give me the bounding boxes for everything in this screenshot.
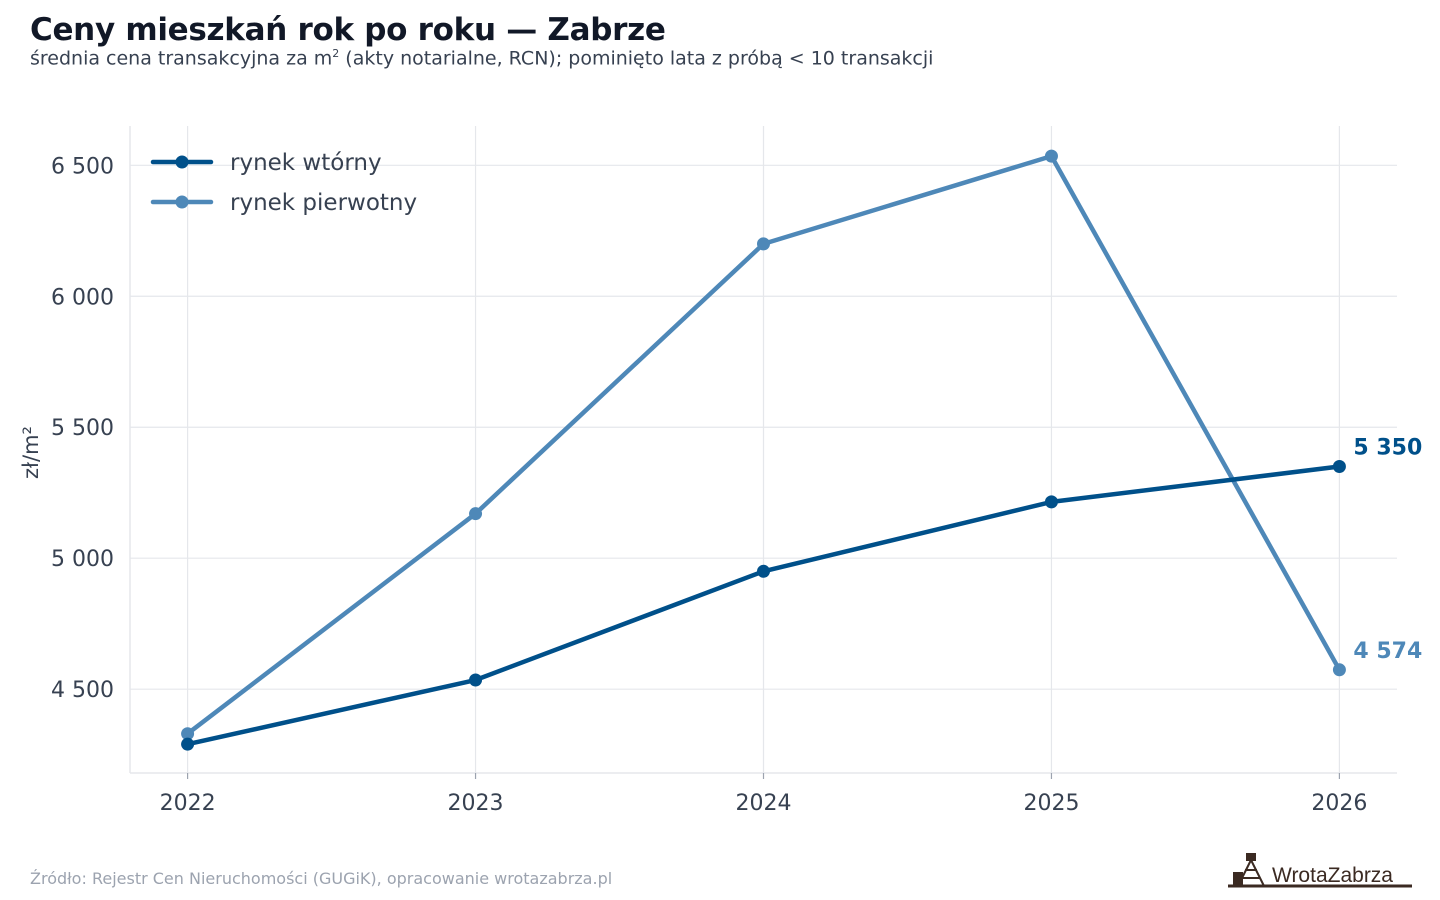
data-point <box>181 727 195 741</box>
data-point <box>1044 495 1058 509</box>
brand-logo: WrotaZabrza <box>1228 853 1412 888</box>
series-primary-market: 4 574 <box>181 149 1422 741</box>
data-point <box>469 507 483 521</box>
chart-legend: rynek wtórny rynek pierwotny <box>150 150 417 216</box>
subtitle-text-start: średnia cena transakcyjna za m <box>30 47 333 70</box>
data-point <box>1332 460 1346 474</box>
chart-axes: 4 500 5 000 5 500 6 000 6 500 2022 2023 2024 202… <box>19 126 1397 816</box>
data-point <box>757 564 770 578</box>
legend-item: rynek wtórny <box>150 150 382 176</box>
data-point <box>181 737 195 751</box>
x-tick-label: 2026 <box>1311 791 1367 816</box>
x-tick-label: 2023 <box>448 791 504 816</box>
subtitle-text-end: (akty notarialne, RCN); pominięto lata z… <box>339 47 934 70</box>
y-tick-label: 6 500 <box>51 154 114 179</box>
y-tick-label: 5 500 <box>51 416 114 441</box>
y-tick-label: 5 000 <box>51 547 114 572</box>
end-value-label: 5 350 <box>1353 436 1422 461</box>
mine-tower-icon <box>1228 853 1412 888</box>
legend-item: rynek pierwotny <box>150 190 417 216</box>
legend-swatch-marker <box>175 195 189 209</box>
source-note: Źródło: Rejestr Cen Nieruchomości (GUGiK… <box>30 869 613 888</box>
data-point <box>1044 149 1058 163</box>
x-tick-label: 2024 <box>736 791 792 816</box>
chart-title: Ceny mieszkań rok po roku — Zabrze <box>30 12 666 48</box>
end-value-label: 4 574 <box>1353 639 1422 664</box>
legend-swatch-marker <box>175 155 189 169</box>
y-axis-label: zł/m² <box>19 426 43 479</box>
subtitle-superscript: 2 <box>332 47 340 60</box>
x-tick-label: 2025 <box>1023 791 1079 816</box>
chart-grid <box>130 126 1397 773</box>
y-tick-label: 6 000 <box>51 285 114 310</box>
data-point <box>757 237 770 251</box>
logo-text: WrotaZabrza <box>1272 864 1393 887</box>
data-point <box>1332 663 1346 677</box>
chart-subtitle: średnia cena transakcyjna za m2 (akty no… <box>30 47 933 69</box>
series-secondary-market: 5 350 <box>181 436 1422 751</box>
legend-label: rynek wtórny <box>230 150 382 176</box>
legend-label: rynek pierwotny <box>230 190 417 216</box>
x-tick-label: 2022 <box>160 791 216 816</box>
chart-series: 4 574 5 350 <box>181 149 1422 751</box>
data-point <box>469 673 483 687</box>
y-tick-label: 4 500 <box>51 678 114 703</box>
